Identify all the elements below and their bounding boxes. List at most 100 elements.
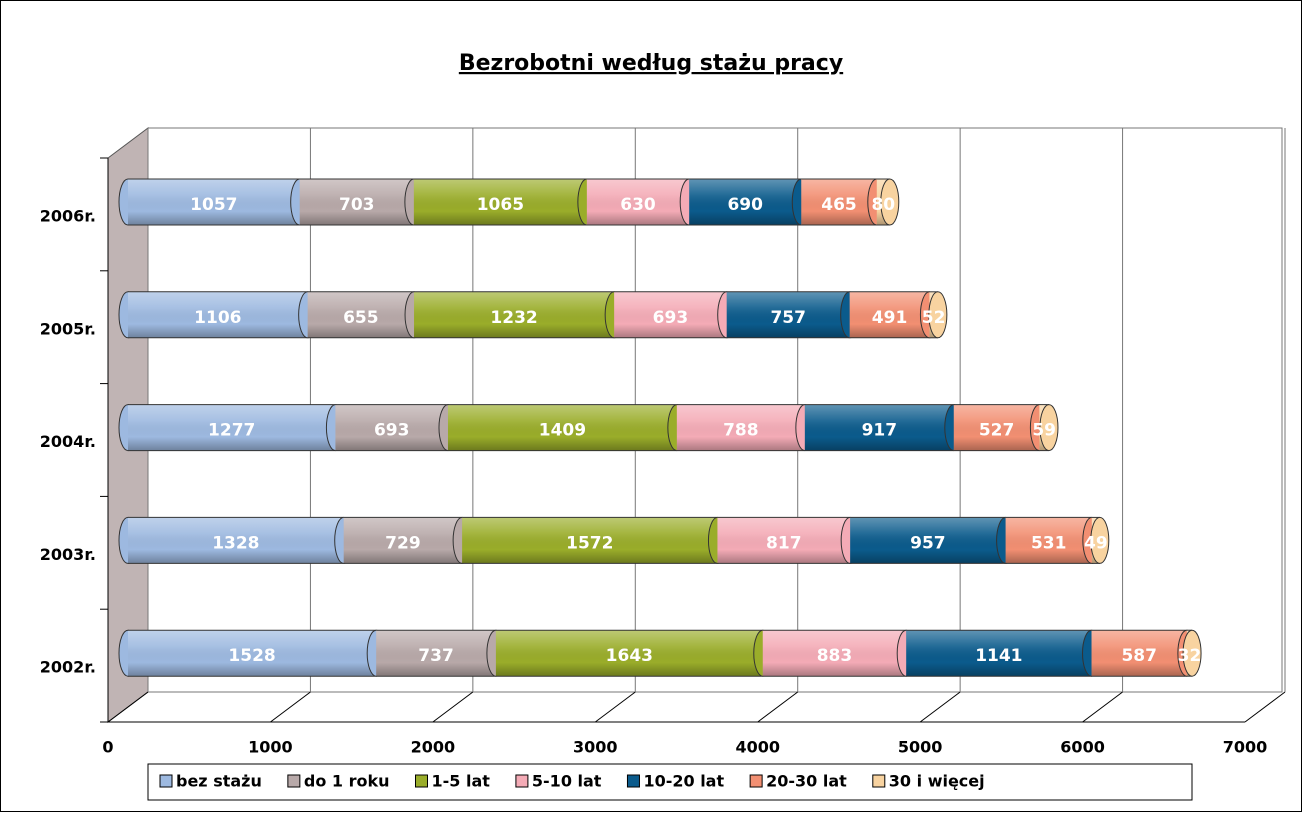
value-label: 757 bbox=[770, 308, 806, 328]
value-label: 788 bbox=[723, 421, 759, 441]
value-label: 883 bbox=[817, 646, 853, 666]
bar-cap bbox=[1090, 516, 1110, 564]
x-tick-label: 6000 bbox=[1060, 738, 1105, 757]
value-label: 1232 bbox=[490, 308, 537, 328]
legend-swatch bbox=[159, 774, 173, 788]
value-label: 1409 bbox=[539, 421, 586, 441]
bar-shade bbox=[128, 630, 377, 677]
value-label: 527 bbox=[979, 421, 1015, 441]
value-label: 52 bbox=[922, 308, 946, 328]
bar-cap bbox=[928, 291, 948, 339]
x-tick-label: 7000 bbox=[1223, 738, 1268, 757]
value-label: 465 bbox=[821, 195, 857, 215]
bar-shade bbox=[299, 179, 414, 225]
bar-shade bbox=[953, 404, 1040, 451]
value-label: 587 bbox=[1121, 646, 1157, 666]
bar-shade bbox=[804, 404, 954, 451]
bar-shade bbox=[717, 517, 851, 564]
bar-shade bbox=[676, 404, 805, 451]
value-label: 1065 bbox=[477, 195, 524, 215]
value-label: 491 bbox=[872, 308, 908, 328]
y-tick-label: 2002r. bbox=[40, 658, 96, 677]
legend-label: 10-20 lat bbox=[643, 772, 724, 791]
legend-label: 30 i więcej bbox=[889, 772, 985, 791]
x-tick-label: 1000 bbox=[248, 738, 293, 757]
x-tick-label: 4000 bbox=[735, 738, 780, 757]
floor-line bbox=[919, 691, 961, 723]
floor-line bbox=[757, 691, 799, 723]
value-label: 729 bbox=[385, 533, 421, 553]
bar-shade bbox=[128, 517, 344, 564]
legend-label: 1-5 lat bbox=[432, 772, 491, 791]
floor-line bbox=[1244, 691, 1286, 723]
x-tick-label: 2000 bbox=[411, 738, 456, 757]
value-label: 1106 bbox=[194, 308, 241, 328]
value-label: 957 bbox=[910, 533, 946, 553]
value-label: 49 bbox=[1084, 533, 1108, 553]
bar-shade bbox=[849, 291, 930, 338]
value-label: 690 bbox=[727, 195, 763, 215]
y-tick-label: 2003r. bbox=[40, 545, 96, 564]
bar-cap bbox=[880, 178, 900, 226]
bar-shade bbox=[307, 291, 415, 338]
legend-swatch bbox=[287, 774, 301, 788]
floor-line bbox=[107, 691, 149, 723]
value-label: 531 bbox=[1031, 533, 1067, 553]
bar-cap bbox=[1039, 404, 1059, 452]
legend-label: 20-30 lat bbox=[766, 772, 847, 791]
legend-label: bez stażu bbox=[176, 772, 262, 791]
value-label: 737 bbox=[418, 646, 454, 666]
bar-shade bbox=[614, 291, 727, 338]
bar-shade bbox=[726, 291, 850, 338]
bar-shade bbox=[850, 517, 1006, 564]
bar-shade bbox=[906, 630, 1092, 677]
value-label: 693 bbox=[374, 421, 410, 441]
legend-swatch bbox=[749, 774, 763, 788]
value-label: 1277 bbox=[208, 421, 255, 441]
value-label: 1057 bbox=[190, 195, 237, 215]
y-tick-label: 2004r. bbox=[40, 432, 96, 451]
floor-line bbox=[270, 691, 311, 723]
legend-label: 5-10 lat bbox=[532, 772, 602, 791]
value-label: 32 bbox=[1178, 646, 1202, 666]
value-label: 693 bbox=[653, 308, 689, 328]
value-label: 59 bbox=[1032, 421, 1056, 441]
bar-shade bbox=[413, 179, 587, 225]
legend-label: do 1 roku bbox=[304, 772, 390, 791]
value-label: 917 bbox=[862, 421, 898, 441]
legend-swatch bbox=[415, 774, 428, 788]
bar-shade bbox=[447, 404, 677, 451]
x-tick-label: 5000 bbox=[898, 738, 943, 757]
value-label: 630 bbox=[620, 195, 656, 215]
bar-shade bbox=[414, 291, 615, 338]
bar-shade bbox=[586, 179, 690, 225]
bar-shade bbox=[376, 630, 496, 677]
x-tick-label: 3000 bbox=[573, 738, 618, 757]
value-label: 1328 bbox=[212, 533, 259, 553]
bar-shade bbox=[1005, 517, 1092, 564]
value-label: 80 bbox=[871, 195, 895, 215]
bar-shade bbox=[495, 630, 763, 677]
value-label: 703 bbox=[339, 195, 375, 215]
floor-line bbox=[594, 691, 636, 723]
bar-shade bbox=[335, 404, 448, 451]
legend-swatch bbox=[626, 774, 640, 788]
bar-shade bbox=[343, 517, 463, 564]
y-tick-label: 2005r. bbox=[40, 319, 96, 338]
bar-shade bbox=[128, 291, 308, 338]
legend-swatch bbox=[515, 774, 529, 788]
bar-shade bbox=[689, 179, 802, 225]
value-label: 655 bbox=[343, 308, 379, 328]
floor-line bbox=[432, 691, 474, 723]
value-label: 817 bbox=[766, 533, 802, 553]
bar-shade bbox=[128, 179, 300, 225]
floor-line bbox=[1082, 691, 1123, 723]
value-label: 1572 bbox=[566, 533, 613, 553]
y-tick-label: 2006r. bbox=[40, 207, 96, 226]
bar-shade bbox=[1091, 630, 1187, 677]
bar-shade bbox=[801, 179, 877, 225]
bar-shade bbox=[128, 404, 336, 451]
legend-swatch bbox=[872, 774, 886, 788]
value-label: 1643 bbox=[606, 646, 653, 666]
value-label: 1528 bbox=[228, 646, 275, 666]
